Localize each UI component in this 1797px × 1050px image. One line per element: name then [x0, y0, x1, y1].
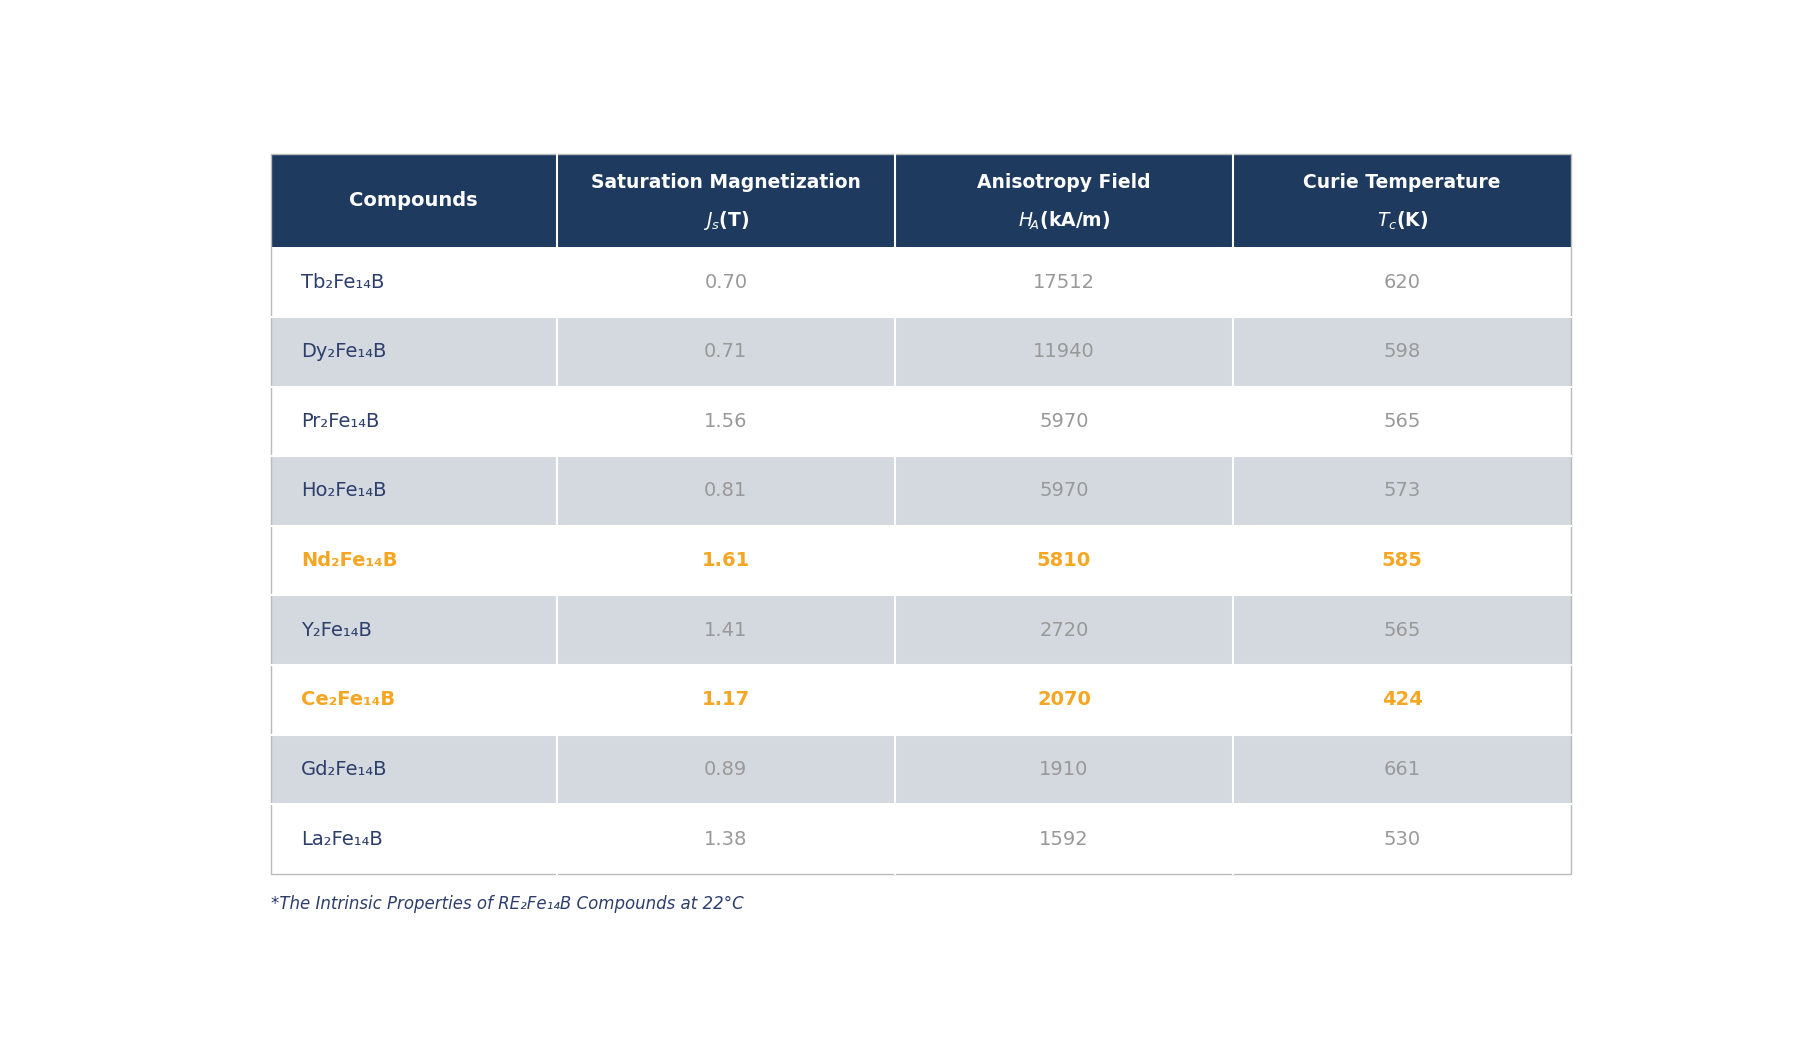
Bar [271, 386, 1571, 456]
Bar [557, 154, 895, 247]
Text: 1.38: 1.38 [704, 830, 748, 848]
Text: Ce₂Fe₁₄B: Ce₂Fe₁₄B [302, 690, 395, 710]
Bar [271, 456, 1571, 526]
Text: Nd₂Fe₁₄B: Nd₂Fe₁₄B [302, 551, 397, 570]
Text: Gd₂Fe₁₄B: Gd₂Fe₁₄B [302, 760, 388, 779]
Text: Ho₂Fe₁₄B: Ho₂Fe₁₄B [302, 482, 386, 501]
Text: 661: 661 [1384, 760, 1421, 779]
Text: 17512: 17512 [1033, 273, 1094, 292]
Bar [271, 247, 1571, 317]
Text: Dy₂Fe₁₄B: Dy₂Fe₁₄B [302, 342, 386, 361]
Text: 0.89: 0.89 [704, 760, 748, 779]
Text: 565: 565 [1384, 412, 1421, 430]
Text: Pr₂Fe₁₄B: Pr₂Fe₁₄B [302, 412, 379, 430]
Text: 0.71: 0.71 [704, 342, 748, 361]
Text: $H_{\!A}$(kA/m): $H_{\!A}$(kA/m) [1017, 210, 1111, 232]
Text: 1.56: 1.56 [704, 412, 748, 430]
Bar [271, 154, 1571, 874]
Text: 598: 598 [1384, 342, 1421, 361]
Text: La₂Fe₁₄B: La₂Fe₁₄B [302, 830, 383, 848]
Bar [271, 154, 557, 247]
Text: 565: 565 [1384, 621, 1421, 639]
Text: 620: 620 [1384, 273, 1421, 292]
Text: 530: 530 [1384, 830, 1421, 848]
Text: 573: 573 [1384, 482, 1421, 501]
Bar [895, 154, 1233, 247]
Text: 5970: 5970 [1039, 412, 1089, 430]
Text: 585: 585 [1382, 551, 1423, 570]
Text: *The Intrinsic Properties of RE₂Fe₁₄B Compounds at 22°C: *The Intrinsic Properties of RE₂Fe₁₄B Co… [271, 895, 744, 912]
Text: 1.61: 1.61 [701, 551, 749, 570]
Text: Tb₂Fe₁₄B: Tb₂Fe₁₄B [302, 273, 385, 292]
Text: $J_s$(T): $J_s$(T) [703, 210, 749, 232]
Bar [1233, 154, 1571, 247]
Text: Curie Temperature: Curie Temperature [1303, 173, 1500, 192]
Text: 1592: 1592 [1039, 830, 1089, 848]
Text: 424: 424 [1382, 690, 1423, 710]
Text: 0.81: 0.81 [704, 482, 748, 501]
Text: 2720: 2720 [1039, 621, 1089, 639]
Text: 0.70: 0.70 [704, 273, 748, 292]
Text: Compounds: Compounds [349, 191, 478, 210]
Text: Anisotropy Field: Anisotropy Field [978, 173, 1150, 192]
Bar [271, 317, 1571, 386]
Text: 1910: 1910 [1039, 760, 1089, 779]
Text: $T_c$(K): $T_c$(K) [1377, 210, 1429, 232]
Text: 2070: 2070 [1037, 690, 1091, 710]
Text: Y₂Fe₁₄B: Y₂Fe₁₄B [302, 621, 372, 639]
Bar [271, 804, 1571, 874]
Text: 5810: 5810 [1037, 551, 1091, 570]
Text: 11940: 11940 [1033, 342, 1094, 361]
Text: 1.17: 1.17 [703, 690, 749, 710]
Bar [271, 595, 1571, 665]
Text: 5970: 5970 [1039, 482, 1089, 501]
Bar [271, 735, 1571, 804]
Text: Saturation Magnetization: Saturation Magnetization [591, 173, 861, 192]
Bar [271, 665, 1571, 735]
Text: 1.41: 1.41 [704, 621, 748, 639]
Bar [271, 526, 1571, 595]
